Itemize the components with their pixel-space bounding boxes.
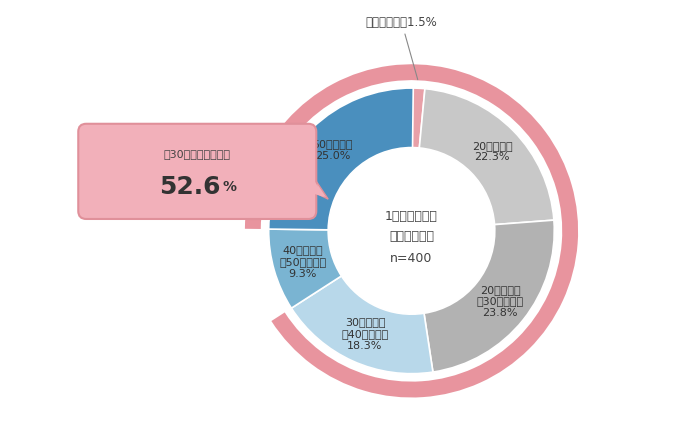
Text: n=400: n=400 [391,252,433,265]
Wedge shape [291,276,433,374]
Wedge shape [419,89,554,225]
Wedge shape [245,64,578,397]
Polygon shape [307,168,324,197]
Text: 増えていない1.5%: 増えていない1.5% [365,16,438,79]
Text: 40時間以上
〜50時間未満
9.3%: 40時間以上 〜50時間未満 9.3% [279,245,326,279]
Text: 20時間以上
〜30時間未満
23.8%: 20時間以上 〜30時間未満 23.8% [477,285,524,318]
Text: 30時間以上
〜40時間未満
18.3%: 30時間以上 〜40時間未満 18.3% [342,318,388,350]
Text: 20時間未満
22.3%: 20時間未満 22.3% [472,141,512,162]
Text: %: % [222,180,236,194]
Wedge shape [412,88,425,148]
Polygon shape [308,169,328,199]
Text: 52.6: 52.6 [159,175,220,199]
Text: 50時間以上
25.0%: 50時間以上 25.0% [312,139,353,161]
Text: 1週間当たりの: 1週間当たりの [385,210,438,223]
Text: 在宅増加時間: 在宅増加時間 [389,230,434,243]
Wedge shape [269,229,342,308]
FancyBboxPatch shape [78,124,316,219]
Wedge shape [269,88,413,230]
Text: 「30時間以上」　計: 「30時間以上」 計 [164,149,231,159]
Wedge shape [424,220,554,372]
